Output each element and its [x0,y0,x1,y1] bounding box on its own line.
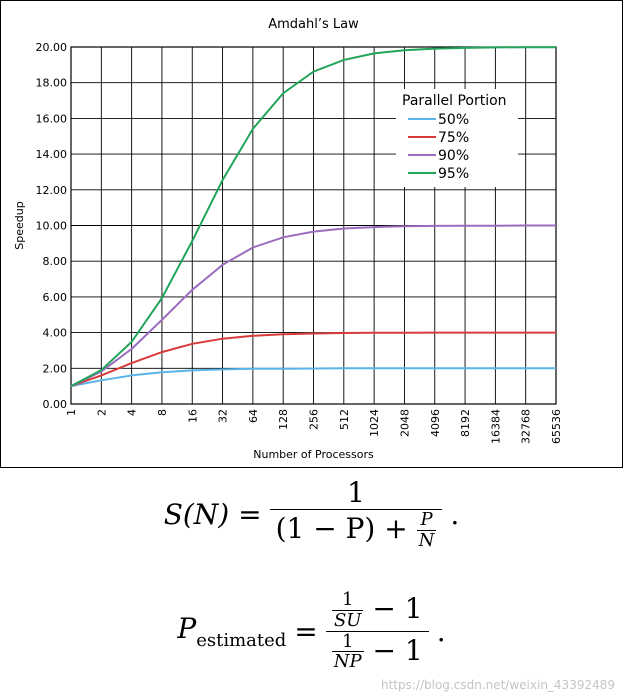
speedup-den-term: (1 − P) + [275,511,408,545]
x-tick-label: 128 [277,409,290,430]
x-tick-label: 256 [308,409,321,430]
x-tick-label: 64 [247,409,260,423]
y-tick-label: 12.00 [36,184,68,197]
watermark: https://blog.csdn.net/weixin_43392489 [380,678,615,692]
x-tick-label: 4 [126,409,139,416]
legend-label: 75% [438,130,469,146]
y-tick-label: 8.00 [43,255,68,268]
legend-title: Parallel Portion [402,93,507,109]
estimated-numerator-rest: − 1 [372,591,423,625]
y-tick-label: 10.00 [36,220,68,233]
y-tick-label: 18.00 [36,77,68,90]
speedup-formula: S(N) = 1 (1 − P) + P N . [0,476,623,578]
chart-canvas: 0.00 2.00 4.00 6.00 8.00 10.00 12.00 14.00 16.00… [13,17,563,461]
estimated-equals: = [294,614,318,648]
one-over-su-numerator: 1 [341,589,354,610]
x-tick-label: 32 [217,409,230,423]
estimated-lhs: Pestimated [177,612,286,651]
amdahl-chart-figure: 0.00 2.00 4.00 6.00 8.00 10.00 12.00 14.00 16.00… [0,0,623,468]
speedup-numerator: 1 [347,476,365,509]
y-tick-label: 16.00 [36,112,68,125]
x-tick-label: 8 [156,409,169,416]
estimated-denominator: 1 NP − 1 [326,630,429,673]
y-tick-label: 0.00 [43,398,68,411]
fraction-bar [331,651,364,653]
y-tick-label: 20.00 [36,41,68,54]
chart-title: Amdahl’s Law [268,17,359,32]
one-over-su-fraction: 1 SU [331,589,364,631]
estimated-fraction: 1 SU − 1 1 NP − 1 [325,590,429,673]
p-over-n-denominator: N [418,529,435,551]
y-tick-label: 14.00 [36,148,68,161]
fraction-bar [416,529,437,531]
x-tick-label: 32768 [520,409,533,444]
speedup-denominator: (1 − P) + P N [270,508,443,551]
estimated-denominator-rest: − 1 [372,633,423,667]
x-tick-label: 4096 [429,409,442,437]
speedup-fraction: 1 (1 − P) + P N [269,476,443,551]
p-over-n-numerator: P [420,508,433,530]
series-line-90pct [70,224,556,388]
p-over-n-fraction: P N [416,508,437,551]
x-tick-label: 16 [186,409,199,423]
x-tick-label: 8192 [459,409,472,437]
y-tick-label: 2.00 [43,362,68,375]
estimated-period: . [436,614,446,648]
fraction-bar [325,630,429,632]
estimated-numerator: 1 SU − 1 [326,590,429,631]
one-over-np-fraction: 1 NP [331,630,364,673]
x-tick-label: 1024 [368,409,381,437]
x-tick-label: 16384 [489,409,502,444]
y-tick-label: 6.00 [43,291,68,304]
speedup-period: . [450,497,460,531]
one-over-np-numerator: 1 [341,630,354,652]
speedup-lhs: S(N) = [163,497,262,531]
x-tick-label: 65536 [550,409,563,444]
series-line-50pct [70,367,556,388]
estimated-lhs-subscript: estimated [196,629,287,651]
fraction-bar [269,508,443,510]
one-over-su-denominator: SU [333,609,362,631]
x-tick-label: 1 [65,409,78,416]
series-line-75pct [70,331,556,388]
estimated-lhs-main: P [177,611,197,645]
x-tick-label: 2 [95,409,108,416]
x-tick-label: 2048 [398,409,411,437]
legend-label: 50% [438,112,469,128]
estimated-p-formula: Pestimated = 1 SU − 1 1 NP − 1 . [0,590,623,690]
legend-label: 90% [438,148,469,164]
y-axis-label: Speedup [13,201,26,249]
one-over-np-denominator: NP [333,651,362,673]
x-tick-label: 512 [338,409,351,430]
x-axis-label: Number of Processors [253,448,374,461]
y-tick-label: 4.00 [43,327,68,340]
fraction-bar [331,609,364,611]
legend-label: 95% [438,166,469,182]
series-line-95pct [70,46,556,387]
